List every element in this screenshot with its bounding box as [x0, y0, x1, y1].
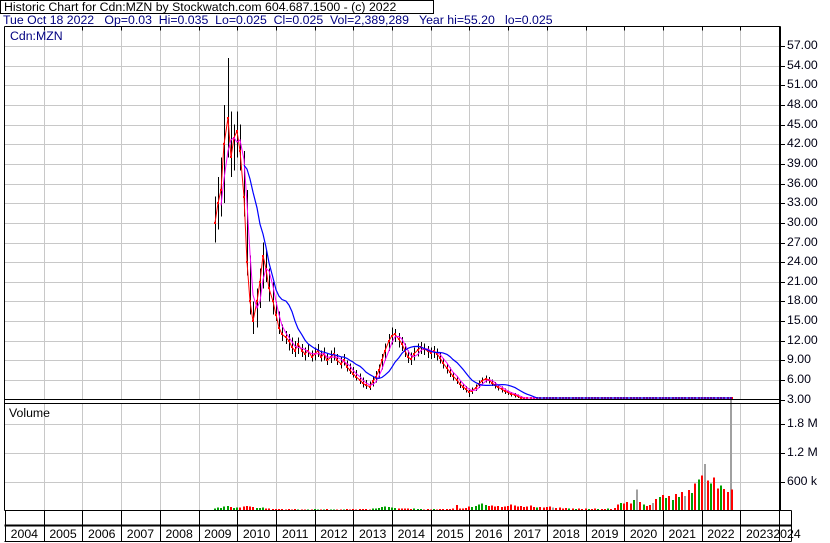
year-axis-label: 2013 — [358, 527, 387, 541]
year-axis-label: 2005 — [49, 527, 77, 541]
volume-axis-label: 1.8 M — [787, 415, 818, 430]
price-axis-label: 6.00 — [787, 372, 811, 387]
year-axis-label: 2004 — [10, 527, 39, 541]
price-axis-label: 21.00 — [787, 273, 818, 288]
year-axis-label: 2008 — [165, 527, 193, 541]
year-axis-label: 2023 — [745, 527, 774, 541]
year-axis-label: 2022 — [707, 527, 735, 541]
price-axis-label: 3.00 — [787, 391, 811, 406]
volume-axis-label: 600 k — [787, 473, 818, 488]
year-axis-label: 2011 — [282, 527, 309, 541]
year-axis-label: 2012 — [320, 527, 348, 541]
price-axis-label: 33.00 — [787, 195, 818, 210]
volume-pane-label: Volume — [9, 406, 51, 420]
year-axis-label: 2017 — [513, 527, 542, 541]
year-axis-label: 2015 — [436, 527, 464, 541]
symbol-label: Cdn:MZN — [10, 29, 63, 43]
price-axis-label: 48.00 — [787, 96, 818, 111]
price-axis-label: 12.00 — [787, 332, 818, 347]
price-axis-label: 54.00 — [787, 57, 818, 72]
price-axis-label: 15.00 — [787, 313, 818, 328]
price-axis-label: 45.00 — [787, 116, 818, 131]
quote-summary-line: Tue Oct 18 2022 Op=0.03 Hi=0.035 Lo=0.02… — [3, 13, 553, 27]
year-axis-label: 2009 — [204, 527, 232, 541]
price-axis-label: 39.00 — [787, 155, 818, 170]
title-box: Historic Chart for Cdn:MZN by Stockwatch… — [0, 0, 434, 14]
price-axis-label: 57.00 — [787, 38, 818, 52]
year-axis-label: 2024 — [773, 527, 801, 541]
volume-axis-label: 1.2 M — [787, 444, 818, 459]
price-axis-label: 42.00 — [787, 136, 818, 151]
year-axis-label: 2014 — [397, 527, 426, 541]
price-axis-label: 30.00 — [787, 214, 818, 229]
year-axis-label: 2006 — [88, 527, 116, 541]
price-axis-label: 9.00 — [787, 352, 811, 367]
price-axis-label: 18.00 — [787, 293, 818, 308]
year-axis-label: 2019 — [591, 527, 619, 541]
year-axis-label: 2007 — [126, 527, 155, 541]
chart-title: Historic Chart for Cdn:MZN by Stockwatch… — [4, 0, 397, 14]
price-axis-label: 51.00 — [787, 77, 818, 92]
year-axis-label: 2021 — [668, 527, 696, 541]
price-axis-label: 36.00 — [787, 175, 818, 190]
price-axis-label: 24.00 — [787, 254, 818, 269]
year-axis-label: 2016 — [475, 527, 503, 541]
price-axis-label: 27.00 — [787, 234, 818, 249]
year-axis-label: 2010 — [242, 527, 271, 541]
year-axis-label: 2018 — [552, 527, 580, 541]
year-axis-label: 2020 — [629, 527, 658, 541]
